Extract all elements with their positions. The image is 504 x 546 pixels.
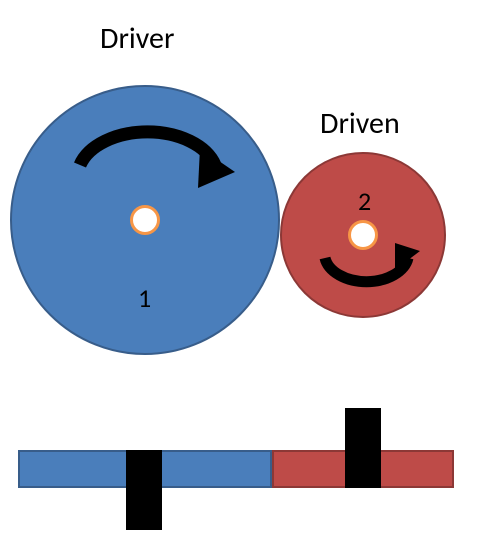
driver-label: Driver [100,20,174,57]
driver-rotation-arrow [60,110,240,215]
left-peg [126,450,162,530]
right-peg [345,408,381,488]
driven-rotation-arrow [313,243,423,308]
driver-number: 1 [138,282,151,314]
driven-label: Driven [320,105,400,142]
driven-number: 2 [358,185,371,217]
